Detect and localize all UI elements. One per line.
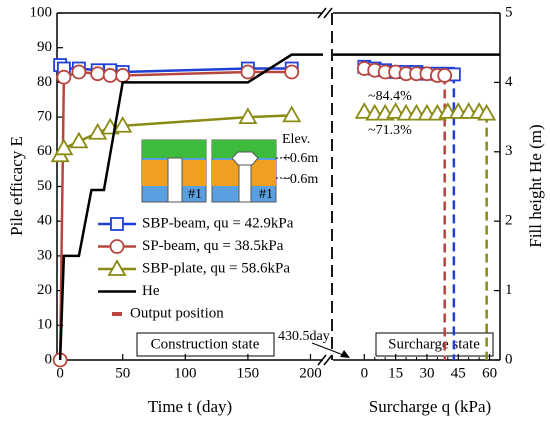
x-tick-label: 200	[299, 365, 322, 381]
annotation: Elev.	[282, 132, 310, 147]
inset-schematic	[141, 139, 292, 203]
marker	[71, 64, 87, 80]
marker	[54, 138, 74, 156]
y-tick-label: 90	[37, 39, 52, 55]
marker	[437, 68, 453, 83]
y-tick-label: 30	[37, 247, 52, 263]
marker	[110, 217, 124, 231]
marker	[238, 107, 258, 124]
marker	[109, 239, 125, 254]
marker	[477, 103, 497, 121]
marker	[284, 64, 300, 80]
legend-label: SBP-beam, qu = 42.9kPa	[142, 215, 294, 231]
annotation: 430.5day	[278, 329, 330, 344]
state-label: Construction state	[151, 336, 260, 352]
y-tick-label: 10	[37, 317, 52, 333]
y2-tick-label: 4	[505, 74, 513, 90]
annotation: −0.6m	[282, 172, 318, 187]
y-tick-label: 70	[37, 109, 52, 125]
x-tick-label: 150	[237, 365, 260, 381]
y-tick-label: 100	[30, 4, 53, 20]
x-tick-label: 100	[174, 365, 197, 381]
marker	[90, 66, 106, 82]
x-tick-label: 50	[115, 365, 130, 381]
marker	[113, 115, 133, 133]
marker	[354, 102, 374, 119]
y-tick-label: 40	[37, 213, 52, 229]
x-tick-label: 0	[56, 365, 64, 381]
legend-label: Output position	[130, 305, 224, 321]
legend-label: He	[142, 283, 160, 299]
y-tick-label: 60	[37, 143, 52, 159]
state-box	[136, 332, 275, 357]
legend-label: SP-beam, qu = 38.5kPa	[142, 238, 284, 254]
arrow-head	[340, 350, 350, 358]
y2-axis-label: Fill height He (m)	[526, 124, 545, 247]
marker	[69, 131, 89, 149]
annotation: #1	[188, 187, 202, 202]
marker	[56, 69, 72, 85]
marker	[107, 259, 127, 276]
y-axis-label: Pile efficacy E	[7, 136, 26, 236]
state-box	[375, 332, 494, 357]
x-tick-label: 0	[361, 365, 369, 381]
y-tick-label: 20	[37, 282, 52, 298]
annotation: ~84.4%	[368, 89, 412, 104]
series-line	[58, 53, 323, 361]
x-axis-label: Time t (day)	[148, 397, 232, 416]
marker	[115, 68, 131, 83]
legend-label: SBP-plate, qu = 58.6kPa	[142, 260, 290, 276]
x-axis-label: Surcharge q (kPa)	[369, 397, 491, 416]
marker	[88, 122, 108, 140]
x-tick-label: 60	[482, 365, 497, 381]
y2-tick-label: 3	[505, 143, 513, 159]
y-tick-label: 50	[37, 178, 52, 194]
annotation: ~71.3%	[368, 123, 412, 138]
legend-swatch	[112, 312, 122, 316]
x-tick-label: 45	[451, 365, 466, 381]
annotation: +0.6m	[282, 151, 318, 166]
x-tick-label: 30	[419, 365, 434, 381]
y-tick-label: 80	[37, 74, 52, 90]
x-tick-label: 15	[388, 365, 403, 381]
y2-tick-label: 1	[505, 282, 513, 298]
marker	[102, 68, 118, 83]
y2-tick-label: 2	[505, 213, 513, 229]
marker	[282, 105, 302, 123]
marker	[240, 64, 256, 80]
y-tick-label: 0	[45, 351, 53, 367]
state-label: Surcharge state	[388, 336, 480, 352]
marker	[386, 102, 406, 119]
y2-tick-label: 0	[505, 351, 513, 367]
annotation: #1	[259, 187, 273, 202]
y2-tick-label: 5	[505, 4, 513, 20]
arrow	[311, 342, 347, 357]
